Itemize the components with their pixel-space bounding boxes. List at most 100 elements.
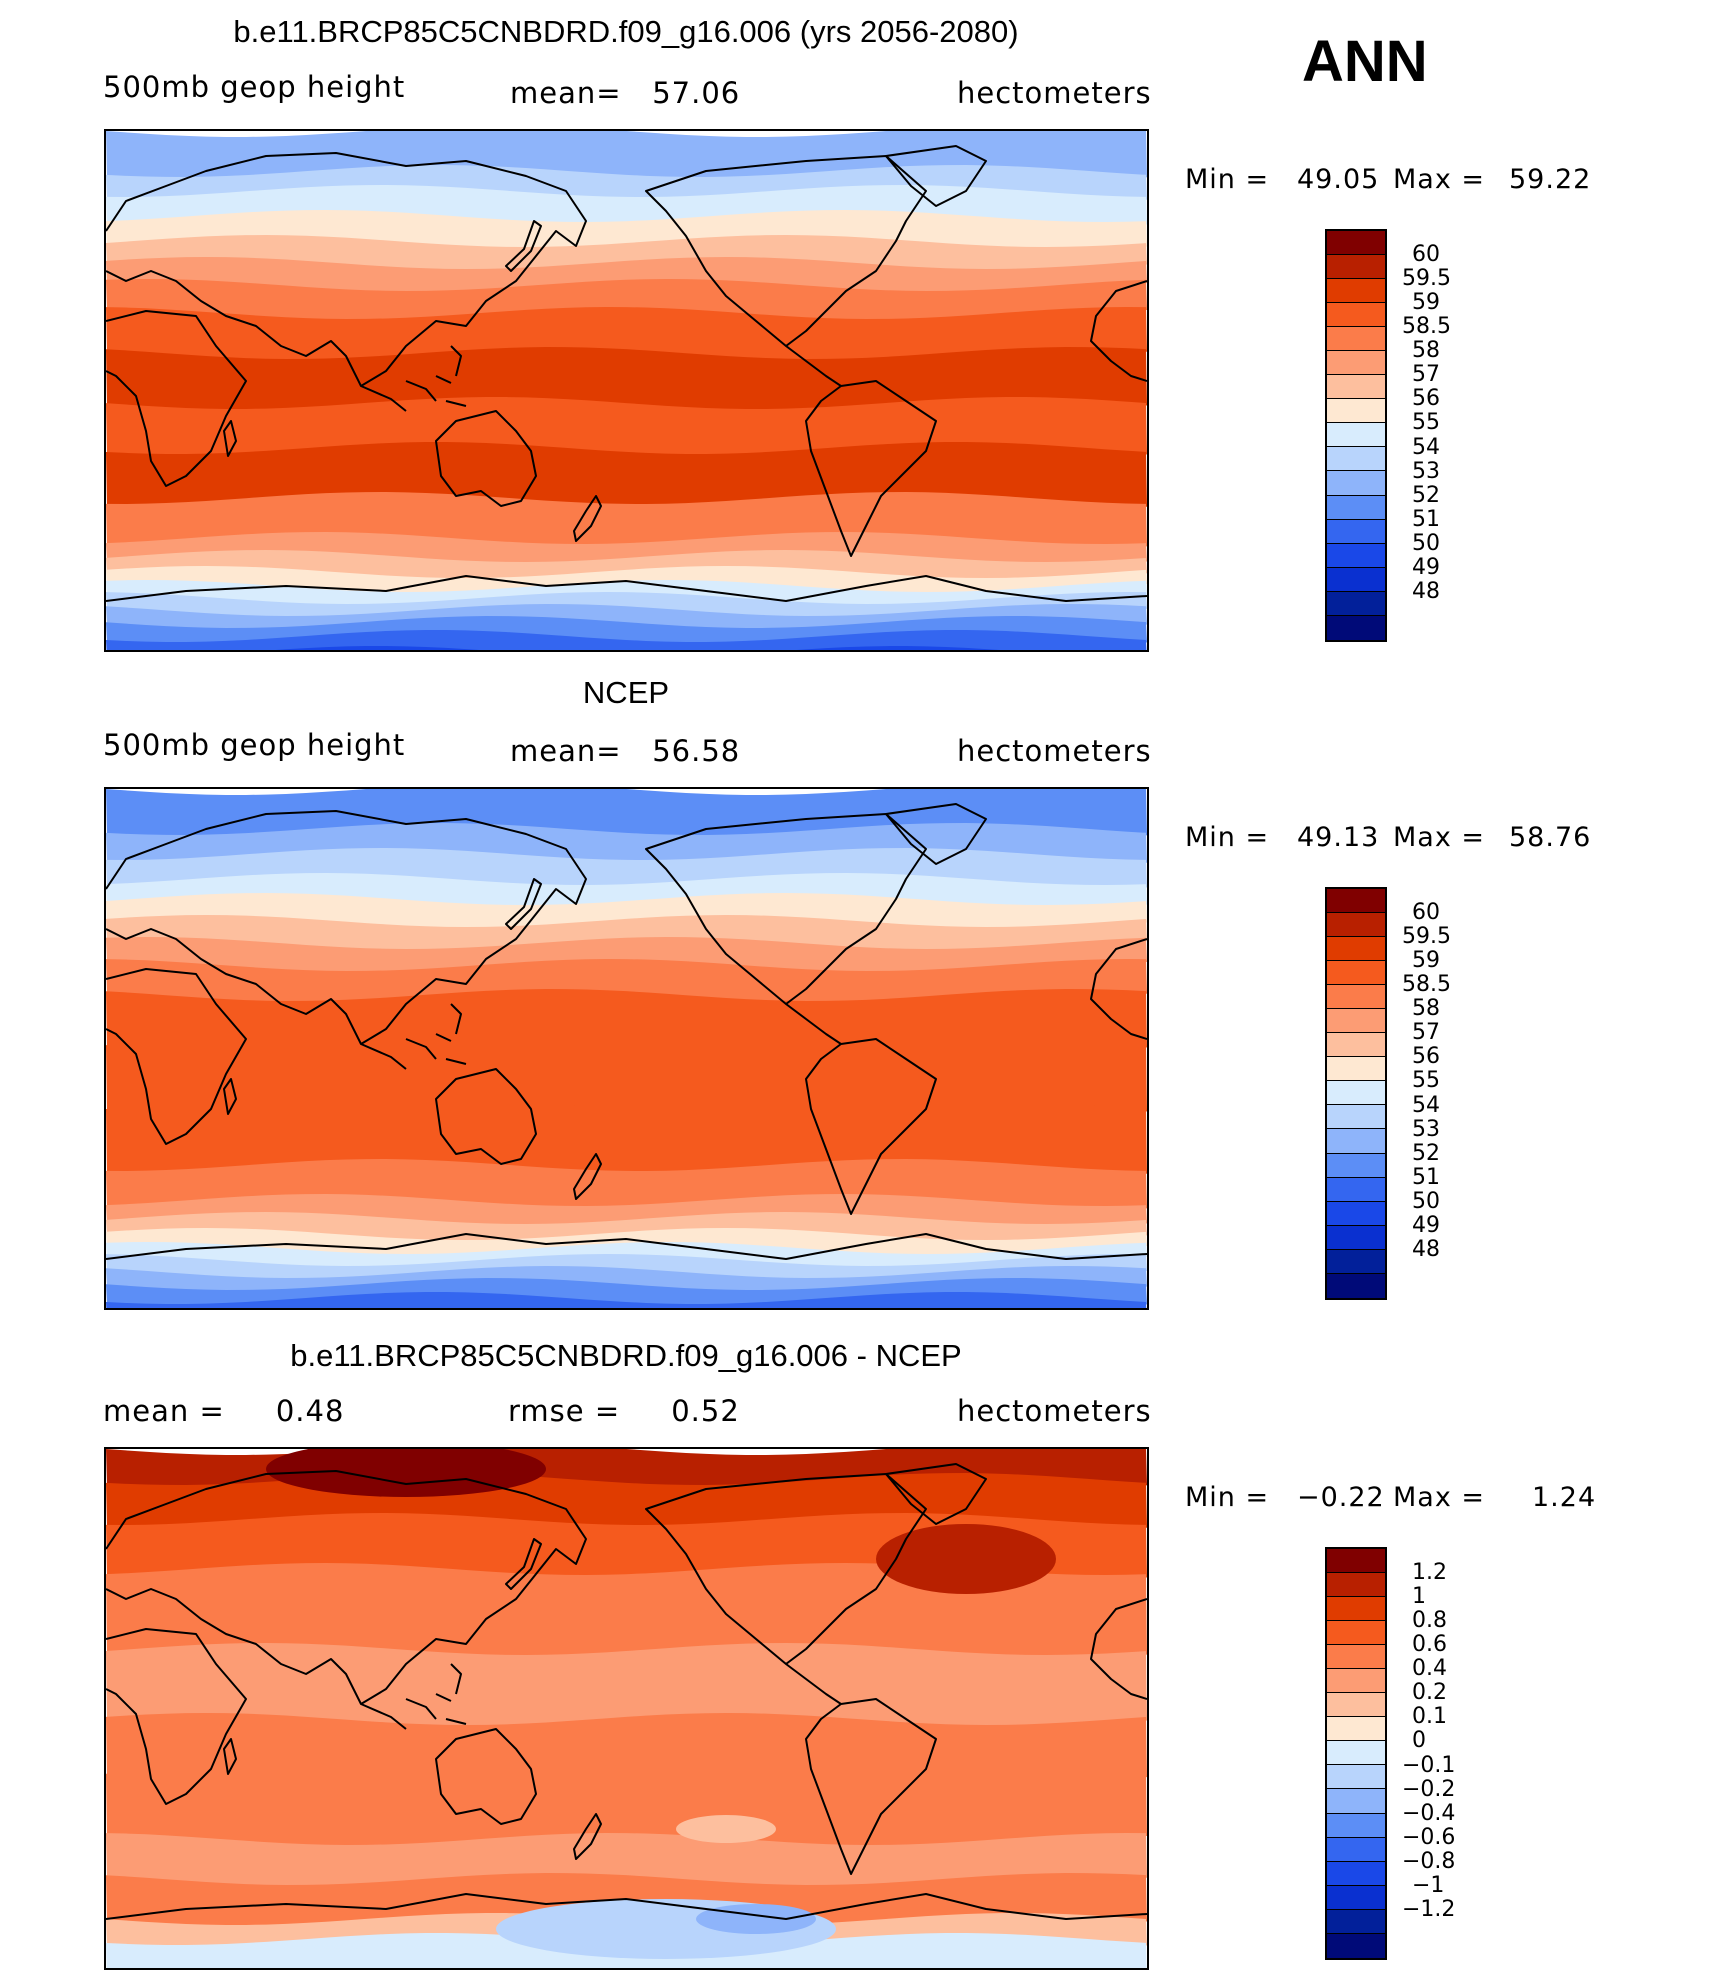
colorbar-swatch — [1327, 1741, 1385, 1766]
colorbar-tick-label: 48 — [1412, 578, 1440, 604]
contour-band — [106, 1833, 1147, 1888]
colorbar-swatch — [1327, 1861, 1385, 1886]
colorbar-swatch — [1327, 327, 1385, 352]
colorbar-tick-label: 49 — [1412, 1212, 1440, 1238]
contour-band — [106, 1099, 1147, 1174]
panel-3-mean-label: mean = 0.48 — [103, 1394, 345, 1428]
colorbar-tick-label: 58.5 — [1402, 314, 1451, 340]
colorbar-swatch — [1327, 1057, 1385, 1082]
colorbar-tick-label: 55 — [1412, 410, 1440, 436]
contour-blob — [876, 1524, 1056, 1594]
colorbar-tick-label: −1 — [1412, 1872, 1445, 1898]
colorbar-tick-label: 0 — [1412, 1728, 1426, 1754]
colorbar-swatch — [1327, 399, 1385, 424]
colorbar-tick-label: 1 — [1412, 1584, 1426, 1610]
colorbar-swatch — [1327, 1933, 1385, 1958]
colorbar-tick-label: −0.8 — [1402, 1848, 1456, 1874]
season-label: ANN — [1302, 29, 1428, 94]
colorbar-tick-label: 56 — [1412, 1044, 1440, 1070]
contour-blob — [696, 1904, 816, 1934]
panel-3-max-label: Max = — [1393, 1482, 1486, 1513]
panel-2-min-label: Min = — [1185, 822, 1270, 853]
colorbar-tick-label: 59.5 — [1402, 924, 1451, 950]
colorbar-tick-label: 60 — [1412, 900, 1440, 926]
colorbar-swatch — [1327, 375, 1385, 400]
contour-band — [106, 1194, 1147, 1227]
contour-band — [106, 1254, 1147, 1281]
panel-1-map — [104, 129, 1149, 652]
colorbar-tick-label: 59 — [1412, 948, 1440, 974]
panel-2-min-value: 49.13 — [1297, 822, 1380, 853]
colorbar-swatch — [1327, 303, 1385, 328]
colorbar-swatch — [1327, 1621, 1385, 1646]
panel-3-map — [104, 1447, 1149, 1970]
contour-band — [106, 397, 1147, 457]
contour-band — [106, 1228, 1147, 1257]
colorbar-swatch — [1327, 1081, 1385, 1106]
panel-3-contour-field — [106, 1449, 1147, 1968]
panel-3-units-label: hectometers — [957, 1394, 1152, 1428]
panel-2-map — [104, 787, 1149, 1310]
panel-1-min-label: Min = — [1185, 164, 1270, 195]
colorbar-tick-label: 50 — [1412, 1188, 1440, 1214]
colorbar-tick-label: −0.4 — [1402, 1800, 1456, 1826]
contour-band — [106, 915, 1147, 952]
colorbar-swatch — [1327, 1837, 1385, 1862]
colorbar-swatch — [1327, 1225, 1385, 1250]
colorbar-swatch — [1327, 1765, 1385, 1790]
contour-band — [106, 185, 1147, 225]
panel-3-colorbar — [1325, 1547, 1387, 1960]
colorbar-swatch — [1327, 1693, 1385, 1718]
panel-3-title: b.e11.BRCP85C5CNBDRD.f09_g16.006 - NCEP — [290, 1338, 962, 1373]
colorbar-swatch — [1327, 1153, 1385, 1178]
colorbar-tick-label: 51 — [1412, 1164, 1440, 1190]
colorbar-tick-label: 60 — [1412, 242, 1440, 268]
colorbar-tick-label: 59.5 — [1402, 266, 1451, 292]
colorbar-swatch — [1327, 1909, 1385, 1934]
colorbar-tick-label: 53 — [1412, 1116, 1440, 1142]
colorbar-swatch — [1327, 1105, 1385, 1130]
colorbar-tick-label: 53 — [1412, 458, 1440, 484]
colorbar-swatch — [1327, 351, 1385, 376]
colorbar-swatch — [1327, 1885, 1385, 1910]
colorbar-swatch — [1327, 495, 1385, 520]
colorbar-swatch — [1327, 447, 1385, 472]
contour-blob — [266, 1449, 546, 1497]
contour-band — [106, 347, 1147, 412]
contour-band — [106, 848, 1147, 888]
colorbar-swatch — [1327, 471, 1385, 496]
contour-band — [106, 1212, 1147, 1243]
panel-2-contour-field — [106, 789, 1147, 1308]
contour-band — [106, 630, 1147, 650]
contour-band — [106, 1039, 1147, 1114]
panel-1-variable-label: 500mb geop height — [103, 70, 406, 104]
panel-1-max-label: Max = — [1393, 164, 1486, 195]
colorbar-tick-label: 49 — [1412, 554, 1440, 580]
contour-band — [106, 532, 1147, 565]
colorbar-tick-label: 48 — [1412, 1236, 1440, 1262]
colorbar-tick-label: 0.1 — [1412, 1704, 1447, 1730]
contour-band — [106, 307, 1147, 362]
contour-band — [106, 257, 1147, 294]
colorbar-tick-label: 58 — [1412, 996, 1440, 1022]
panel-1-max-value: 59.22 — [1509, 164, 1592, 195]
colorbar-swatch — [1327, 1573, 1385, 1598]
contour-band — [106, 1292, 1147, 1308]
colorbar-swatch — [1327, 1813, 1385, 1838]
colorbar-tick-label: −0.1 — [1402, 1752, 1456, 1778]
colorbar-tick-label: −0.6 — [1402, 1824, 1456, 1850]
colorbar-swatch — [1327, 1645, 1385, 1670]
contour-band — [106, 1773, 1147, 1848]
colorbar-tick-label: 0.2 — [1412, 1680, 1447, 1706]
colorbar-swatch — [1327, 1033, 1385, 1058]
panel-3-min-value: −0.22 — [1297, 1482, 1385, 1513]
contour-band — [106, 823, 1147, 863]
panel-2-max-value: 58.76 — [1509, 822, 1592, 853]
colorbar-tick-label: 50 — [1412, 530, 1440, 556]
colorbar-swatch — [1327, 961, 1385, 986]
colorbar-swatch — [1327, 1009, 1385, 1034]
panel-1-title: b.e11.BRCP85C5CNBDRD.f09_g16.006 (yrs 20… — [233, 14, 1019, 49]
colorbar-swatch — [1327, 423, 1385, 448]
contour-band — [106, 1563, 1147, 1658]
colorbar-swatch — [1327, 1177, 1385, 1202]
